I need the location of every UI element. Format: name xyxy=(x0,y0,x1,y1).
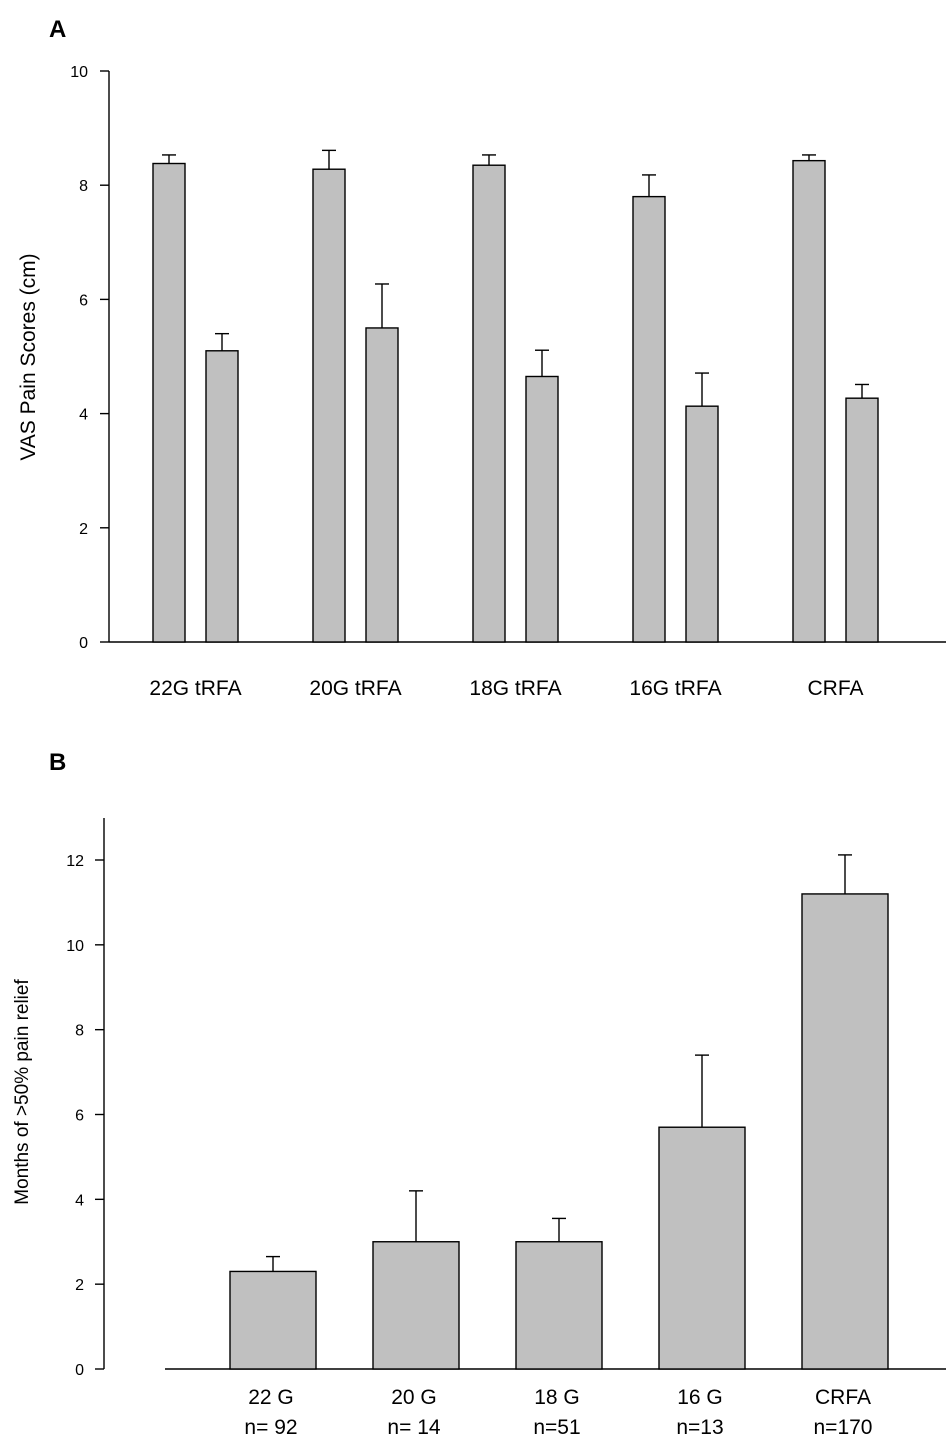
panel-a-y-axis-title: VAS Pain Scores (cm) xyxy=(17,253,40,460)
panel-a-y-tick-label: 2 xyxy=(79,521,88,538)
panel-a-error-bar xyxy=(695,372,709,407)
panel-b-category-label: CRFA xyxy=(815,1386,871,1409)
panel-a-y-tick-label: 4 xyxy=(79,407,88,424)
panel-b-error-bar xyxy=(552,1217,566,1242)
panel-b-sample-size-label: n= 14 xyxy=(387,1416,440,1439)
panel-b-bar xyxy=(801,893,889,1370)
panel-b-y-tick-label: 4 xyxy=(75,1192,84,1209)
panel-a-category-label: 20G tRFA xyxy=(309,677,401,700)
panel-a-error-bar xyxy=(215,332,229,351)
panel-b-y-tick-label: 2 xyxy=(75,1277,84,1294)
panel-a-bar xyxy=(472,164,506,643)
panel-b: B Months of >50% pain relief 0 2 4 6 8 10 12 2… xyxy=(12,749,946,1439)
panel-a-y-tick-label: 0 xyxy=(79,635,88,652)
panel-b-error-bar xyxy=(695,1054,709,1128)
panel-a-error-bar xyxy=(375,283,389,328)
panel-a-category-label: 16G tRFA xyxy=(629,677,721,700)
panel-b-y-tick-label: 10 xyxy=(66,938,84,955)
panel-a-bar xyxy=(365,327,399,643)
panel-a-error-bar xyxy=(162,154,176,164)
panel-a-bar xyxy=(205,350,239,643)
panel-a-y-tick-label: 8 xyxy=(79,178,88,195)
panel-a-bar xyxy=(525,375,559,643)
panel-b-category-label: 20 G xyxy=(391,1386,437,1409)
panel-b-sample-size-label: n=170 xyxy=(814,1416,873,1439)
panel-a-error-bar xyxy=(802,154,816,161)
panel-a-bar xyxy=(685,405,719,643)
panel-a-category-labels: 22G tRFA 20G tRFA 18G tRFA 16G tRFA CRFA xyxy=(149,677,863,700)
panel-a-bar xyxy=(792,159,826,643)
panel-b-bar xyxy=(229,1270,317,1370)
panel-b-sample-size-label: n=13 xyxy=(676,1416,723,1439)
panel-b-y-ticks: 0 2 4 6 8 10 12 xyxy=(66,853,104,1379)
panel-b-category-labels: 22 G n= 92 20 G n= 14 18 G n=51 16 G n=13 CRFA n=… xyxy=(244,1386,872,1439)
panel-a-error-bar xyxy=(322,149,336,170)
panel-a-error-bar xyxy=(642,174,656,197)
panel-b-bar xyxy=(515,1241,603,1370)
panel-a-bar xyxy=(152,162,186,643)
panel-b-bars xyxy=(229,854,889,1370)
panel-b-category-label: 22 G xyxy=(248,1386,294,1409)
panel-a-category-label: 18G tRFA xyxy=(469,677,561,700)
panel-a-bar xyxy=(845,397,879,643)
panel-b-error-bar xyxy=(266,1255,280,1272)
panel-b-sample-size-label: n=51 xyxy=(533,1416,580,1439)
panel-a-letter: A xyxy=(49,16,66,43)
panel-a-error-bar xyxy=(482,154,496,166)
panel-a-error-bar xyxy=(535,349,549,377)
panel-a-y-tick-label: 10 xyxy=(70,64,88,81)
panel-a-bar xyxy=(312,168,346,643)
panel-a-bars xyxy=(152,149,879,643)
panel-b-y-tick-label: 0 xyxy=(75,1362,84,1379)
panel-a-category-label: CRFA xyxy=(807,677,863,700)
panel-b-y-axis-title: Months of >50% pain relief xyxy=(12,979,33,1205)
panel-a-error-bar xyxy=(855,383,869,399)
panel-b-category-label: 16 G xyxy=(677,1386,723,1409)
panel-b-error-bar xyxy=(409,1190,423,1242)
panel-b-letter: B xyxy=(49,749,66,776)
panel-b-error-bar xyxy=(838,854,852,894)
panel-a-bar xyxy=(632,195,666,643)
panel-a-y-tick-label: 6 xyxy=(79,292,88,309)
panel-a-category-label: 22G tRFA xyxy=(149,677,241,700)
panel-b-y-tick-label: 6 xyxy=(75,1108,84,1125)
panel-b-bar xyxy=(658,1126,746,1370)
panel-b-y-tick-label: 8 xyxy=(75,1023,84,1040)
panel-b-y-tick-label: 12 xyxy=(66,853,84,870)
panel-b-sample-size-label: n= 92 xyxy=(244,1416,297,1439)
panel-b-bar xyxy=(372,1241,460,1370)
panel-a-y-ticks: 0 2 4 6 8 10 xyxy=(70,64,109,652)
panel-b-category-label: 18 G xyxy=(534,1386,580,1409)
